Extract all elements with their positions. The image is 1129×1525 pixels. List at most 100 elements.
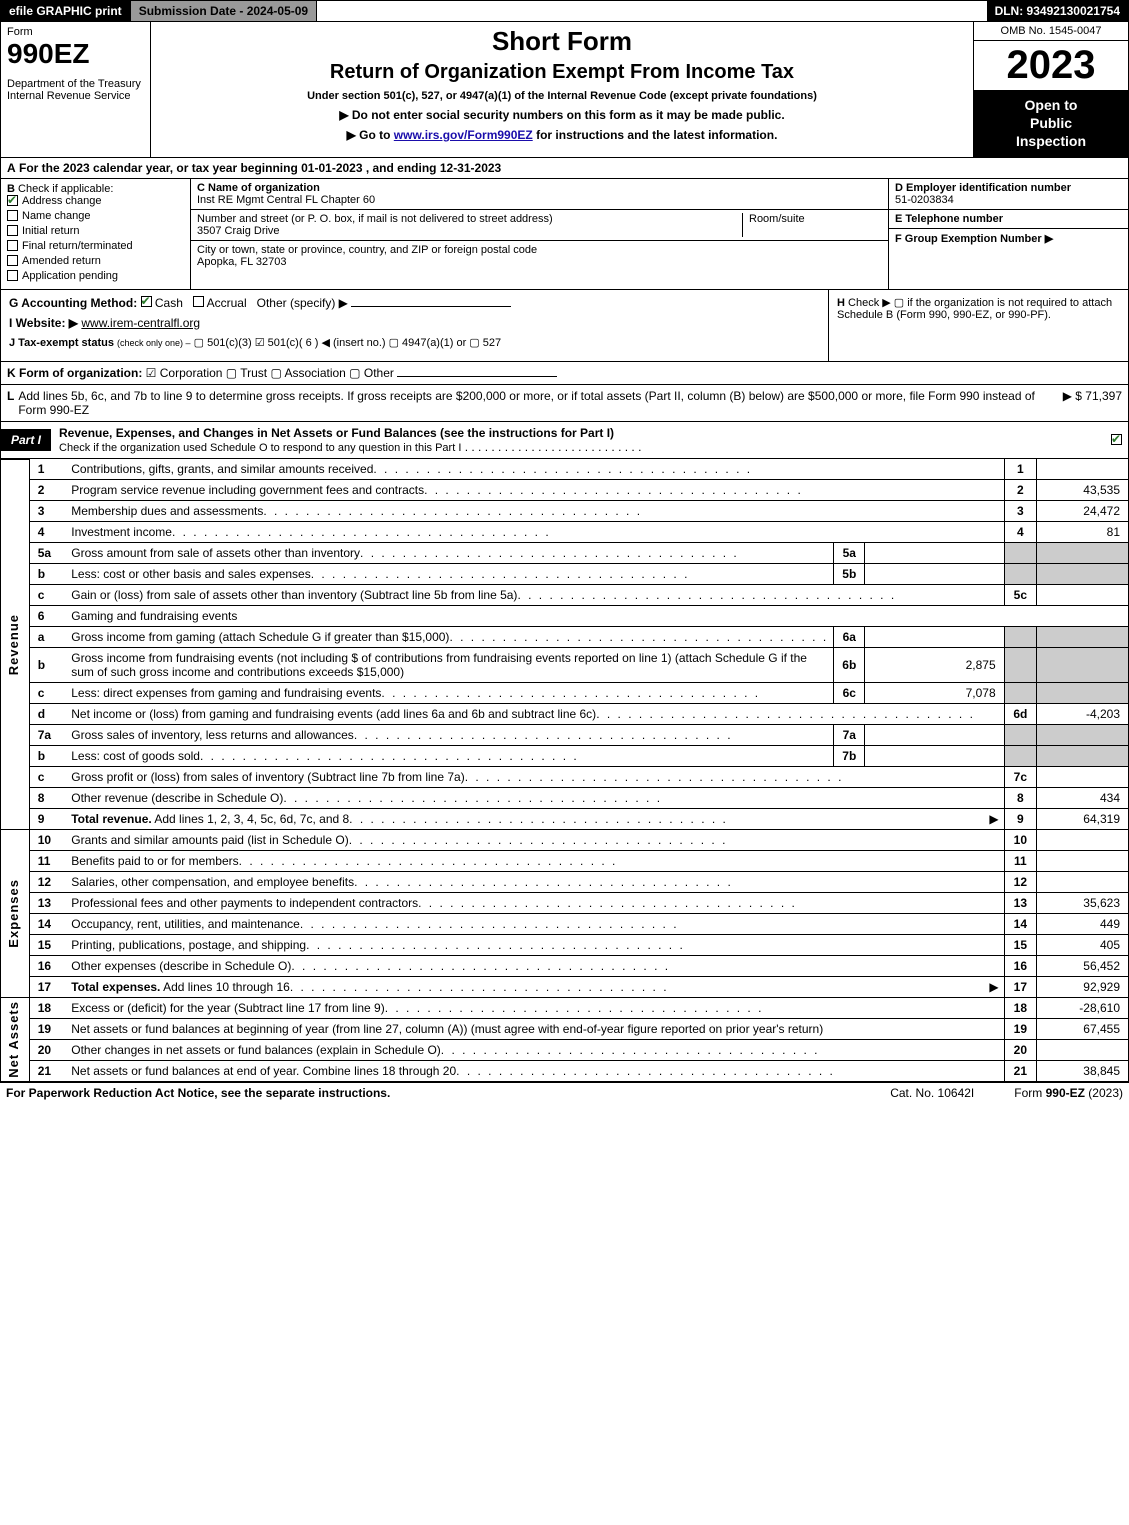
revenue-side-label: Revenue xyxy=(1,459,30,830)
g-cash: Cash xyxy=(155,296,183,310)
g-cash-checkbox[interactable] xyxy=(141,296,152,307)
line-a: A For the 2023 calendar year, or tax yea… xyxy=(0,158,1129,179)
right-box-value xyxy=(1037,459,1129,480)
right-box-label: 19 xyxy=(1004,1019,1036,1040)
inner-box-label: 7a xyxy=(834,725,865,746)
org-name: Inst RE Mgmt Central FL Chapter 60 xyxy=(197,194,375,206)
right-box-value xyxy=(1037,746,1129,767)
right-box-value: 67,455 xyxy=(1037,1019,1129,1040)
checkbox-label: Final return/terminated xyxy=(22,240,133,252)
right-box-value xyxy=(1037,830,1129,851)
g-accrual-checkbox[interactable] xyxy=(193,296,204,307)
checkbox-item-1: Name change xyxy=(7,210,184,222)
line-row-19: 19Net assets or fund balances at beginni… xyxy=(1,1019,1129,1040)
line-number: 4 xyxy=(29,522,66,543)
line-row-15: 15Printing, publications, postage, and s… xyxy=(1,935,1129,956)
ein-value: 51-0203834 xyxy=(895,194,954,206)
efile-label: efile GRAPHIC print xyxy=(1,1,131,21)
line-number: 15 xyxy=(29,935,66,956)
inner-box-value xyxy=(865,564,1004,585)
checkbox-final-return-terminated[interactable] xyxy=(7,240,18,251)
line-number: c xyxy=(29,585,66,606)
c-name-label: C Name of organization xyxy=(197,182,320,194)
right-box-value xyxy=(1037,767,1129,788)
line-number: 6 xyxy=(29,606,66,627)
l-amount: ▶ $ 71,397 xyxy=(1063,389,1122,417)
inner-box-label: 6c xyxy=(834,683,865,704)
right-box-label xyxy=(1004,543,1036,564)
line-number: b xyxy=(29,564,66,585)
inner-box-value xyxy=(865,725,1004,746)
part1-schedule-o-checkbox[interactable] xyxy=(1111,434,1122,445)
line-row-d: dNet income or (loss) from gaming and fu… xyxy=(1,704,1129,725)
right-box-label: 4 xyxy=(1004,522,1036,543)
part1-checkline: Check if the organization used Schedule … xyxy=(59,442,461,454)
line-number: a xyxy=(29,627,66,648)
g-label: G Accounting Method: xyxy=(9,296,137,310)
line-number: b xyxy=(29,648,66,683)
tax-year: 2023 xyxy=(974,41,1128,90)
g-other: Other (specify) ▶ xyxy=(257,296,348,310)
line-desc: Other revenue (describe in Schedule O) .… xyxy=(66,788,1004,809)
line-desc: Net income or (loss) from gaming and fun… xyxy=(66,704,1004,725)
right-box-label: 11 xyxy=(1004,851,1036,872)
line-number: 7a xyxy=(29,725,66,746)
l-text: Add lines 5b, 6c, and 7b to line 9 to de… xyxy=(18,389,1054,417)
line-row-3: 3Membership dues and assessments . . . .… xyxy=(1,501,1129,522)
right-box-value: -4,203 xyxy=(1037,704,1129,725)
omb-number: OMB No. 1545-0047 xyxy=(974,22,1128,41)
line-row-21: 21Net assets or fund balances at end of … xyxy=(1,1061,1129,1082)
right-box-value: 56,452 xyxy=(1037,956,1129,977)
e-label: E Telephone number xyxy=(895,213,1003,225)
line-number: 11 xyxy=(29,851,66,872)
right-box-label: 17 xyxy=(1004,977,1036,998)
right-box-value: 81 xyxy=(1037,522,1129,543)
net-assets-side-label: Net Assets xyxy=(1,998,30,1082)
right-box-label: 15 xyxy=(1004,935,1036,956)
expenses-side-label: Expenses xyxy=(1,830,30,998)
line-row-8: 8Other revenue (describe in Schedule O) … xyxy=(1,788,1129,809)
checkbox-item-0: Address change xyxy=(7,195,184,207)
line-number: 19 xyxy=(29,1019,66,1040)
footer-catno: Cat. No. 10642I xyxy=(890,1086,974,1100)
line-row-17: 17Total expenses. Add lines 10 through 1… xyxy=(1,977,1129,998)
checkbox-name-change[interactable] xyxy=(7,210,18,221)
checkbox-application-pending[interactable] xyxy=(7,270,18,281)
line-number: 1 xyxy=(29,459,66,480)
right-box-value: 35,623 xyxy=(1037,893,1129,914)
k-label: K Form of organization: xyxy=(7,366,142,380)
part1-title: Revenue, Expenses, and Changes in Net As… xyxy=(59,422,1111,458)
line-row-10: Expenses10Grants and similar amounts pai… xyxy=(1,830,1129,851)
line-desc: Professional fees and other payments to … xyxy=(66,893,1004,914)
right-box-value xyxy=(1037,851,1129,872)
inspection-notice: Open to Public Inspection xyxy=(974,90,1128,157)
line-row-c: cGross profit or (loss) from sales of in… xyxy=(1,767,1129,788)
instr2-post: for instructions and the latest informat… xyxy=(533,128,778,142)
line-desc: Other expenses (describe in Schedule O) … xyxy=(66,956,1004,977)
line-row-b: bLess: cost or other basis and sales exp… xyxy=(1,564,1129,585)
right-box-value xyxy=(1037,564,1129,585)
line-desc: Net assets or fund balances at end of ye… xyxy=(66,1061,1004,1082)
right-box-value: 405 xyxy=(1037,935,1129,956)
l-label: L xyxy=(7,389,14,417)
line-number: c xyxy=(29,767,66,788)
website-value: www.irem-centralfl.org xyxy=(81,316,200,330)
inner-box-label: 6b xyxy=(834,648,865,683)
line-j: J Tax-exempt status (check only one) – ▢… xyxy=(9,336,820,349)
right-box-label: 18 xyxy=(1004,998,1036,1019)
header-right: OMB No. 1545-0047 2023 Open to Public In… xyxy=(973,22,1128,157)
checkbox-label: Application pending xyxy=(22,270,118,282)
org-street: 3507 Craig Drive xyxy=(197,225,280,237)
line-desc: Gaming and fundraising events xyxy=(66,606,1128,627)
right-box-label xyxy=(1004,683,1036,704)
irs-link[interactable]: www.irs.gov/Form990EZ xyxy=(394,128,533,142)
line-number: 8 xyxy=(29,788,66,809)
g-accrual: Accrual xyxy=(207,296,247,310)
checkbox-amended-return[interactable] xyxy=(7,255,18,266)
checkbox-initial-return[interactable] xyxy=(7,225,18,236)
line-desc: Gross amount from sale of assets other t… xyxy=(66,543,833,564)
checkbox-address-change[interactable] xyxy=(7,195,18,206)
right-box-label: 2 xyxy=(1004,480,1036,501)
line-desc: Less: cost or other basis and sales expe… xyxy=(66,564,833,585)
roomsuite-label: Room/suite xyxy=(749,213,805,225)
